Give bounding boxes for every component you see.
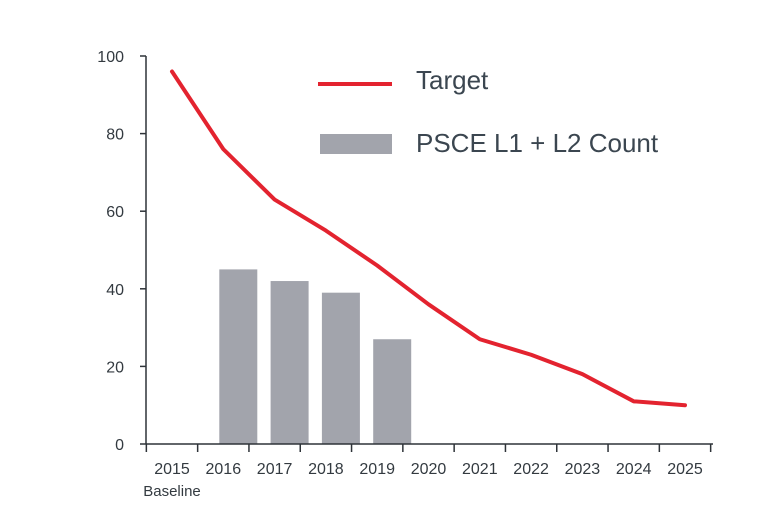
y-tick-label-60: 60 bbox=[106, 204, 124, 221]
x-tick-label-2018: 2018 bbox=[308, 461, 344, 478]
y-ticks: 0 20 40 60 80 100 bbox=[97, 49, 146, 454]
target-line bbox=[170, 69, 687, 408]
legend-label-target: Target bbox=[416, 65, 489, 95]
legend-swatch-psce bbox=[320, 134, 392, 154]
x-tick-label-2017: 2017 bbox=[257, 461, 293, 478]
bar-2019 bbox=[373, 339, 412, 444]
x-tick-label-2020: 2020 bbox=[411, 461, 447, 478]
x-tick-label-2022: 2022 bbox=[513, 461, 549, 478]
y-tick-label-80: 80 bbox=[106, 127, 124, 144]
bar-2018 bbox=[321, 292, 360, 444]
x-tick-label-2025: 2025 bbox=[667, 461, 703, 478]
bar-series bbox=[219, 269, 412, 444]
x-tick-label-2016: 2016 bbox=[206, 461, 242, 478]
y-tick-label-0: 0 bbox=[115, 437, 124, 454]
x-tick-label-2019: 2019 bbox=[359, 461, 395, 478]
y-tick-label-20: 20 bbox=[106, 359, 124, 376]
x-tick-label-2023: 2023 bbox=[565, 461, 601, 478]
axes bbox=[145, 56, 713, 445]
bar-2017 bbox=[270, 281, 309, 444]
y-tick-label-40: 40 bbox=[106, 282, 124, 299]
x-tick-sublabel-2015: Baseline bbox=[143, 483, 201, 500]
x-tick-label-2021: 2021 bbox=[462, 461, 498, 478]
x-ticks: 2015 Baseline 2016 2017 2018 2019 2020 2021 2022… bbox=[143, 444, 712, 500]
x-tick-label-2015: 2015 bbox=[154, 461, 190, 478]
legend-label-psce: PSCE L1 + L2 Count bbox=[416, 128, 659, 158]
y-tick-label-100: 100 bbox=[97, 49, 124, 66]
bar-2016 bbox=[219, 269, 258, 444]
legend: Target PSCE L1 + L2 Count bbox=[318, 65, 659, 158]
x-tick-label-2024: 2024 bbox=[616, 461, 652, 478]
